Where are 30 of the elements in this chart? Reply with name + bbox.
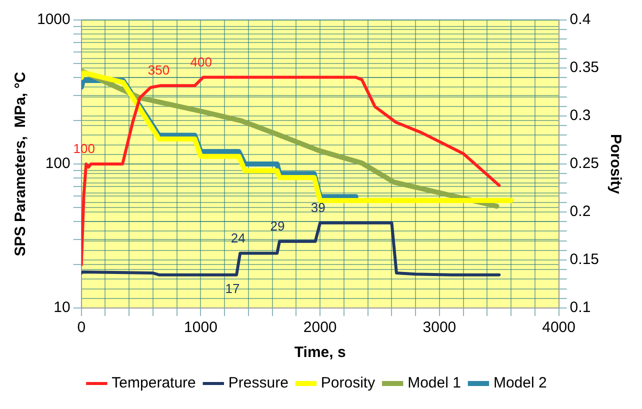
x-tick-label: 2000 bbox=[303, 319, 337, 336]
legend-label: Model 1 bbox=[408, 374, 461, 392]
y-tick-label: 100 bbox=[45, 155, 70, 172]
data-label: 24 bbox=[230, 230, 246, 246]
y2-tick-label: 0.1 bbox=[570, 299, 591, 316]
legend-label: Model 2 bbox=[493, 374, 547, 392]
y2-tick-label: 0.15 bbox=[570, 251, 600, 268]
x-tick-label: 3000 bbox=[422, 319, 456, 336]
data-label: 39 bbox=[310, 200, 326, 215]
y-tick-label: 10 bbox=[54, 299, 70, 316]
y2-tick-label: 0.2 bbox=[570, 203, 591, 220]
y2-tick-label: 0.25 bbox=[570, 155, 600, 172]
y2-axis-title: Porosity bbox=[606, 134, 624, 195]
data-label: 350 bbox=[148, 62, 170, 78]
x-tick-label: 1000 bbox=[184, 319, 218, 336]
data-label: 100 bbox=[73, 141, 95, 156]
data-label: 29 bbox=[270, 218, 285, 234]
x-tick-label: 4000 bbox=[542, 319, 576, 336]
y-tick-label: 1000 bbox=[36, 11, 70, 28]
data-label: 400 bbox=[190, 54, 212, 70]
y-axis-title: SPS Parameters, MPa, °C bbox=[12, 72, 30, 256]
y2-tick-label: 0.3 bbox=[570, 107, 591, 124]
y2-tick-label: 0.35 bbox=[570, 59, 600, 76]
legend-label: Pressure bbox=[228, 374, 288, 392]
y2-tick-label: 0.4 bbox=[570, 11, 591, 28]
x-axis-title: Time, s bbox=[294, 344, 346, 362]
legend-label: Temperature bbox=[112, 374, 196, 392]
legend-label: Porosity bbox=[320, 374, 376, 392]
data-label: 17 bbox=[225, 280, 240, 296]
x-tick-label: 0 bbox=[77, 319, 86, 336]
